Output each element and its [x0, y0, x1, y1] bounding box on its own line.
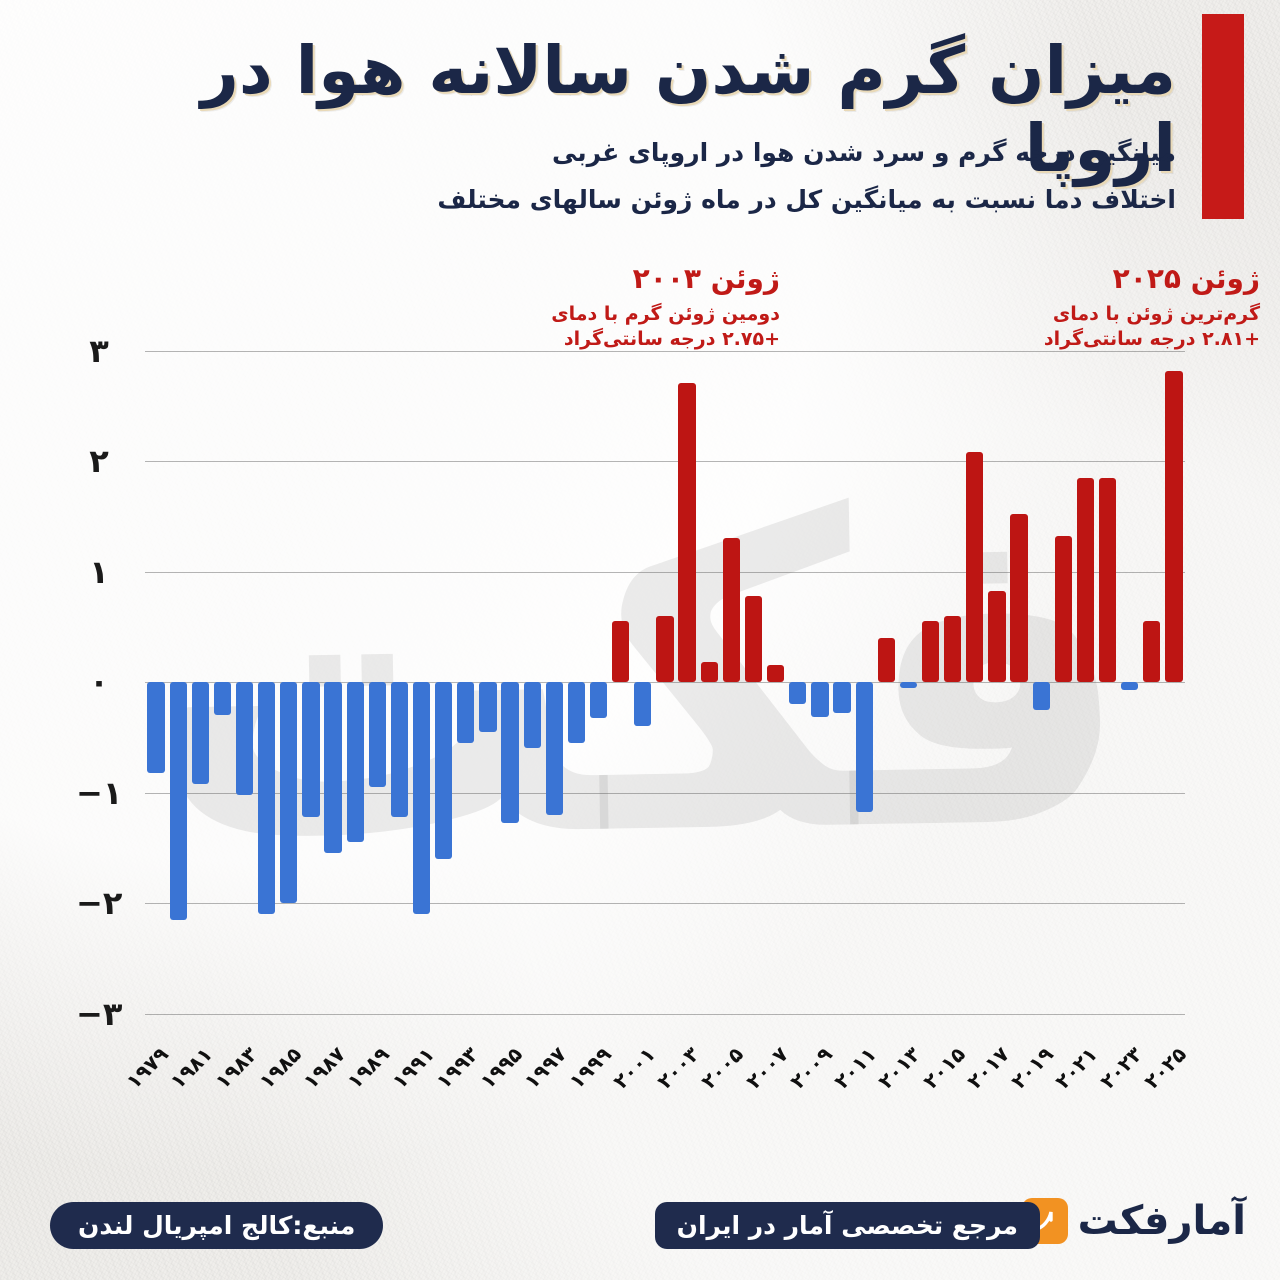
bar-1980: [169, 682, 187, 920]
bar-1983: [235, 682, 254, 795]
subtitle-line-1: میانگین درجه گرم و سرد شدن هوا در اروپای…: [551, 138, 1176, 167]
bar-1986: [302, 682, 320, 817]
bar-1997: [545, 682, 563, 815]
bar-2016: [966, 452, 984, 682]
bar-2021: [1076, 477, 1095, 682]
y-axis-tick-label: ۳: [89, 331, 109, 370]
bar-2005: [722, 538, 740, 682]
source-pill: منبع:کالج امپریال لندن: [50, 1202, 384, 1249]
y-axis-tick-label: −۲: [76, 884, 123, 922]
bar-2002: [656, 615, 674, 682]
gridline--3: [145, 1013, 1185, 1015]
bar-1995: [501, 682, 519, 824]
bar-1994: [479, 682, 497, 732]
bar-2015: [944, 615, 962, 682]
bar-2014: [921, 621, 940, 682]
gridline--2: [145, 903, 1185, 904]
tagline-pill: مرجع تخصصی آمار در ایران: [654, 1202, 1040, 1249]
bar-2007: [767, 665, 785, 682]
bar-1988: [346, 682, 364, 843]
bar-1996: [523, 682, 541, 749]
header: میزان گرم شدن سالانه هوا در اروپا میانگی…: [0, 0, 1280, 250]
annotation-june-2003: ژوئن ۲۰۰۳ دومین ژوئن گرم با دمای +۲.۷۵ د…: [460, 262, 780, 352]
footer: آمارفکت مرجع تخصصی آمار در ایران منبع:کا…: [0, 1190, 1280, 1280]
bar-2018: [1010, 514, 1028, 682]
bar-2020: [1054, 536, 1072, 682]
annotation-body-line-2: +۲.۸۱ درجه سانتی‌گراد: [1043, 327, 1260, 350]
logo-text: آمارفکت: [1077, 1198, 1248, 1244]
bar-1998: [567, 682, 586, 743]
bar-2023: [1121, 682, 1139, 690]
bar-2022: [1098, 477, 1117, 682]
subtitle-line-2: اختلاف دما نسبت به میانگین کل در ماه ژوئ…: [437, 185, 1176, 214]
y-axis-tick-label: ۱: [89, 552, 109, 591]
annotation-heading: ژوئن ۲۰۲۵: [1112, 262, 1260, 295]
gridline-0: [145, 682, 1185, 683]
bar-1993: [457, 682, 475, 743]
gridline-3: [145, 350, 1185, 352]
bar-1979: [147, 682, 165, 773]
bar-2000: [612, 621, 630, 682]
gridline--1: [145, 792, 1185, 794]
bar-1987: [324, 682, 342, 854]
y-axis-tick-label: ۲: [89, 442, 109, 480]
bar-2009: [811, 682, 829, 718]
bar-2017: [988, 591, 1006, 682]
bar-2001: [634, 682, 652, 727]
bar-1989: [368, 682, 386, 787]
annotation-june-2025: ژوئن ۲۰۲۵ گرم‌ترین ژوئن با دمای +۲.۸۱ در…: [940, 262, 1260, 352]
bar-1992: [435, 682, 453, 859]
bar-2025: [1165, 371, 1183, 682]
annotation-body-line-1: گرم‌ترین ژوئن با دمای: [1052, 302, 1260, 325]
bar-1990: [390, 682, 409, 817]
bar-2013: [899, 682, 918, 688]
bar-1984: [258, 682, 276, 915]
annotation-body-line-2: +۲.۷۵ درجه سانتی‌گراد: [563, 327, 780, 350]
bar-2004: [700, 662, 718, 682]
annotation-body-line-1: دومین ژوئن گرم با دمای: [551, 302, 780, 325]
bar-2019: [1032, 682, 1050, 710]
bar-2012: [877, 637, 895, 682]
bar-2010: [833, 682, 851, 713]
y-axis-tick-label: −۱: [76, 773, 123, 812]
accent-bar: [1202, 14, 1244, 219]
brand-logo[interactable]: آمارفکت: [1021, 1198, 1248, 1244]
bar-2006: [744, 595, 763, 682]
bar-2003: [678, 382, 696, 682]
bar-1999: [589, 682, 608, 719]
bar-1982: [213, 682, 232, 716]
gridline-1: [145, 571, 1185, 573]
y-axis-tick-label: ۰: [89, 663, 109, 701]
bar-2008: [789, 682, 807, 705]
y-axis-tick-label: −۳: [76, 994, 123, 1033]
bar-1985: [280, 682, 298, 903]
gridline-2: [145, 461, 1185, 462]
annotation-heading: ژوئن ۲۰۰۳: [632, 262, 780, 295]
bar-1981: [191, 682, 209, 784]
bar-2011: [855, 682, 873, 813]
page-title: میزان گرم شدن سالانه هوا در اروپا: [200, 32, 1177, 187]
bar-2024: [1143, 621, 1161, 682]
bar-1991: [412, 682, 431, 915]
